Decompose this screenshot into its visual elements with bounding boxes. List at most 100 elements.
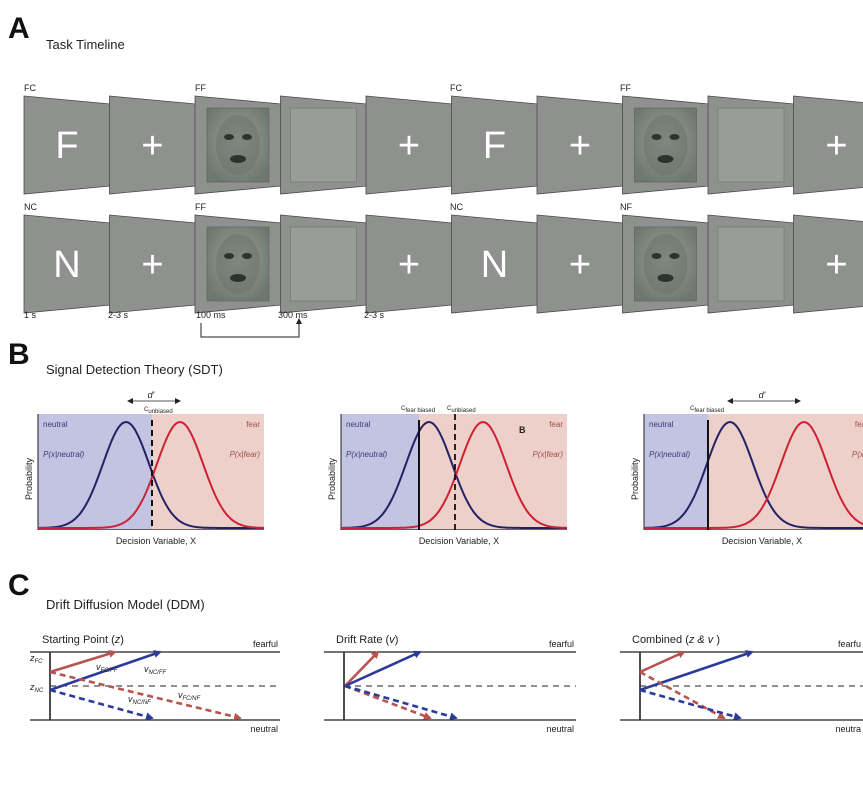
drift-arrow-nc-nf (344, 684, 458, 721)
neutral-label: neutral (43, 420, 68, 429)
drift-arrow-fc-ff (49, 649, 117, 674)
mask-stimulus (717, 226, 785, 302)
timing-bracket (200, 323, 300, 338)
face-shape (643, 234, 688, 294)
neutral-distribution-curve (644, 420, 863, 529)
lower-boundary-label: neutral (546, 724, 574, 734)
p-neutral-label: P(x|neutral) (649, 450, 691, 459)
row2-label: NC (24, 202, 37, 212)
ddm-starting-point: Starting Point (z) fearful neutral zFC zNC vF… (29, 634, 280, 734)
face-mouth (230, 155, 246, 163)
neutral-region (341, 414, 419, 530)
timing-label: 2-3 s (108, 310, 129, 320)
upper-boundary-label: fearfu (838, 639, 861, 649)
row2-label: NF (620, 202, 632, 212)
drift-arrow-nc-ff (49, 650, 162, 692)
neutral-distribution-curve (38, 420, 264, 529)
drift-arrow-nc-nf (639, 688, 742, 721)
frame-symbol: + (569, 125, 591, 167)
p-neutral-label: P(x|neutral) (346, 450, 388, 459)
frame-symbol: + (569, 244, 591, 286)
p-fear-label: P(x|fear) (229, 450, 260, 459)
panel-b-title: Signal Detection Theory (SDT) (46, 362, 223, 377)
row1-label: FF (620, 83, 631, 93)
criterion-unbiased-label: Cunbiased (144, 407, 173, 415)
criterion-unbiased-label: Cunbiased (447, 406, 476, 414)
row1-label: FC (24, 83, 36, 93)
face-left-eye (224, 134, 234, 140)
neutral-distribution-curve (341, 420, 567, 529)
p-fear-label: P(x| (852, 450, 863, 459)
criterion-fear-biased-label: Cfear biased (690, 406, 724, 414)
fear-distribution-curve (341, 420, 567, 529)
mask-stimulus (717, 107, 785, 183)
panel-b-letter: B (8, 338, 30, 371)
z-nc-label: zNC (29, 682, 44, 694)
ddm-title: Drift Rate (v) (336, 634, 398, 646)
v-nc-ff-label: vNC/FF (144, 664, 166, 676)
sdt-plot-fear-biased: neutral fear P(x|neutral) P(x|fear) Probabil… (327, 406, 567, 546)
upper-boundary-label: fearful (549, 639, 574, 649)
row1-label: FF (195, 83, 206, 93)
face-right-eye (242, 134, 252, 140)
frame-symbol: + (398, 244, 420, 286)
ddm-drift-rate: Drift Rate (v) fearful neutral (324, 634, 576, 734)
frame-symbol: F (483, 125, 506, 167)
z-fc-label: zFC (29, 653, 43, 665)
face-left-eye (651, 253, 662, 259)
timing-label: 1 s (24, 310, 37, 320)
frame-symbol: + (398, 125, 420, 167)
drift-arrow-nc-ff (344, 650, 422, 688)
fear-label: fear (549, 420, 563, 429)
v-fc-nf-label: vFC/NF (178, 690, 200, 702)
timeline-frame (793, 214, 863, 314)
neutral-region (38, 414, 152, 530)
ddm-combined: Combined (z & v ) fearfu neutra (620, 634, 863, 734)
face-left-eye (224, 253, 234, 259)
neutral-label: neutral (346, 420, 371, 429)
drift-arrow-nc-nf (49, 688, 154, 721)
neutral-region (644, 414, 708, 530)
d-prime-label: d' (148, 390, 155, 400)
face-mouth (657, 155, 674, 163)
frame-symbol: + (825, 244, 847, 286)
row2-condition-labels: NC FF NC NF (24, 202, 632, 212)
timeline-row1: F + + F + + (23, 95, 863, 195)
drift-arrow-nc-ff (639, 650, 754, 692)
fear-region (152, 414, 264, 530)
y-axis-label: Probability (24, 457, 34, 500)
sdt-plot-fear-biased-dprime: neutral fea P(x|neutral) P(x| Probability Dec… (630, 390, 863, 546)
face-shape (643, 115, 688, 175)
frame-symbol: + (141, 244, 163, 286)
ddm-title: Combined (z & v ) (632, 634, 720, 646)
sdt-plot-unbiased: neutral fear P(x|neutral) P(x|fear) Probabil… (24, 390, 264, 546)
row1-condition-labels: FC FF FC FF (24, 83, 631, 93)
v-fc-ff-label: vFC/FF (96, 662, 118, 674)
fear-region (708, 414, 863, 530)
panel-c-letter: C (8, 569, 30, 602)
row1-label: FC (450, 83, 462, 93)
v-nc-nf-label: vNC/NF (128, 694, 151, 706)
drift-arrow-fc-ff (344, 650, 380, 687)
timing-labels: 1 s 2-3 s 100 ms 300 ms 2-3 s (24, 310, 385, 320)
fear-label: fea (855, 420, 863, 429)
drift-arrow-fc-nf (639, 670, 726, 720)
timing-label: 100 ms (196, 310, 226, 320)
ddm-title: Starting Point (z) (42, 634, 124, 646)
face-mouth (230, 274, 246, 282)
criterion-fear-biased-label: Cfear biased (401, 406, 435, 414)
frame-symbol: + (825, 125, 847, 167)
lower-boundary-label: neutral (250, 724, 278, 734)
fear-distribution-curve (644, 420, 863, 529)
panel-c-title: Drift Diffusion Model (DDM) (46, 597, 205, 612)
fear-label: fear (246, 420, 260, 429)
d-prime-label: d' (759, 390, 766, 400)
timeline-frame (793, 95, 863, 195)
face-shape (216, 115, 260, 175)
upper-boundary-label: fearful (253, 639, 278, 649)
row2-label: NC (450, 202, 463, 212)
face-shape (216, 234, 260, 294)
panel-a-letter: A (8, 12, 30, 45)
